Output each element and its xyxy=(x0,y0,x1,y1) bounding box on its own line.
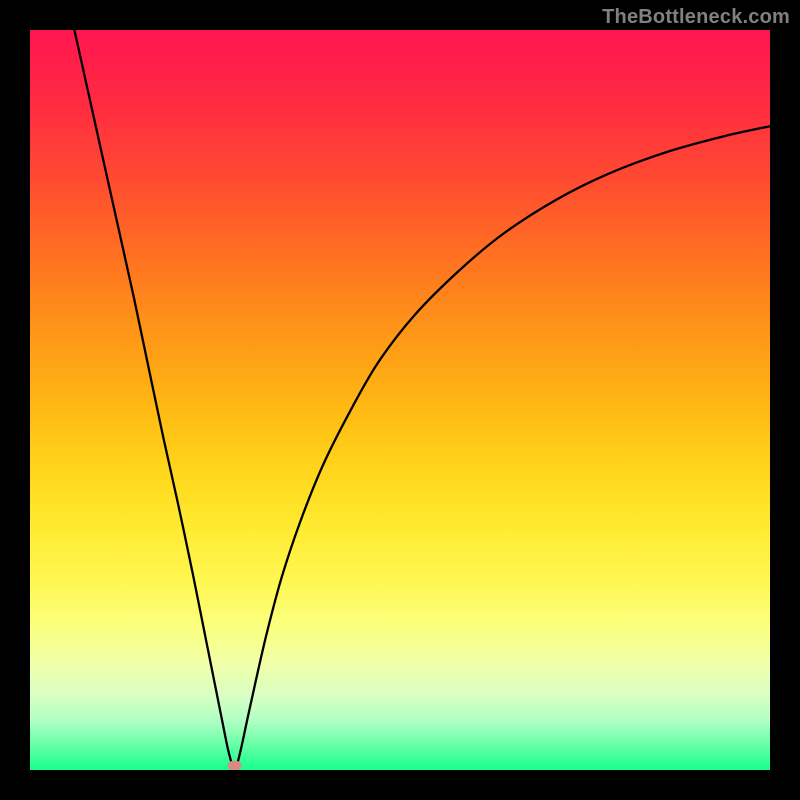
bottleneck-chart xyxy=(0,0,800,800)
plot-background xyxy=(30,30,770,770)
watermark-text: TheBottleneck.com xyxy=(602,6,790,29)
minimum-marker xyxy=(228,761,242,771)
chart-container: TheBottleneck.com xyxy=(0,0,800,800)
